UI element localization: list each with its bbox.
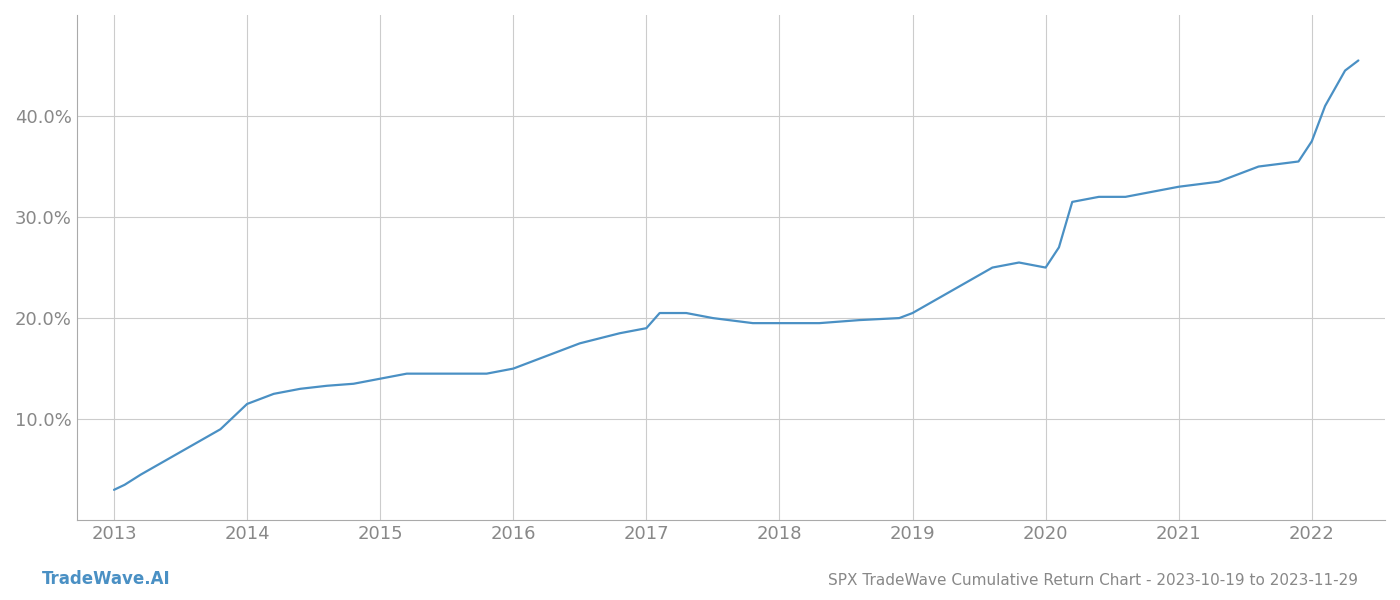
Text: SPX TradeWave Cumulative Return Chart - 2023-10-19 to 2023-11-29: SPX TradeWave Cumulative Return Chart - … [827,573,1358,588]
Text: TradeWave.AI: TradeWave.AI [42,570,171,588]
